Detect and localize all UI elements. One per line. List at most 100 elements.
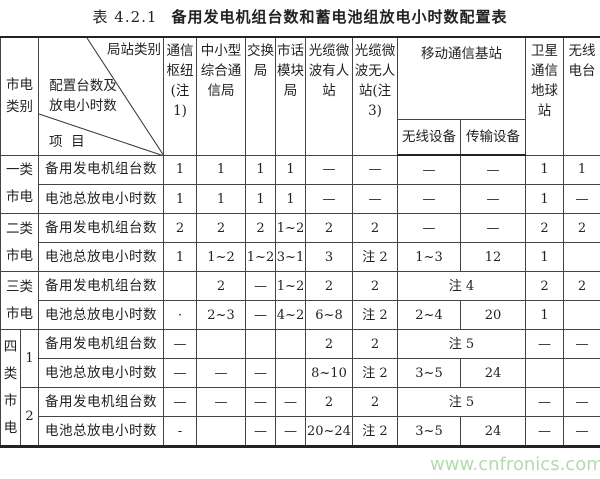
- table-cell: —: [397, 154, 461, 185]
- header-category: 市电类别: [0, 36, 39, 156]
- table-cell: 3: [305, 242, 353, 272]
- col-header-satellite: 卫星通信地球站: [525, 36, 564, 156]
- table-cell: 2: [305, 271, 353, 301]
- col-header-radio: 无线电台: [563, 36, 600, 156]
- col-header-hub: 通信枢纽(注1): [163, 36, 197, 156]
- table-title-text: 备用发电机组台数和蓄电池组放电小时数配置表: [171, 8, 508, 26]
- table-cell: —: [352, 154, 398, 185]
- table-cell: 2: [163, 213, 197, 243]
- table-cell: —: [245, 387, 276, 417]
- table-cell: 注 4: [397, 271, 526, 301]
- diagonal-header: 局站类别 配置台数及放电小时数 项 目: [38, 36, 164, 156]
- table-cell: —: [163, 387, 197, 417]
- table-cell: 12: [460, 242, 526, 272]
- item-label: 备用发电机组台数: [38, 387, 164, 417]
- table-row: 电池总放电小时数 1 1 1 1— — — —1—: [1, 184, 600, 214]
- table-cell: 3~1: [275, 242, 306, 272]
- item-label: 电池总放电小时数: [38, 416, 164, 447]
- table-cell: [196, 329, 246, 359]
- table-cell: [275, 329, 306, 359]
- col-header-manned: 光缆微波有人站: [305, 36, 353, 156]
- table-cell: 6~8: [305, 300, 353, 330]
- table-row: 电池总放电小时数 · 2~3—4~2 6~8 注 2 2~4 20 1: [1, 300, 600, 330]
- table-cell: 注 2: [352, 300, 398, 330]
- table-cell: 8~10: [305, 358, 353, 388]
- table-cell: 1: [525, 242, 564, 272]
- item-label: 备用发电机组台数: [38, 213, 164, 243]
- table-cell: 2: [305, 213, 353, 243]
- table-cell: 2: [352, 329, 398, 359]
- table-row: 电池总放电小时数 - — —20~24 注 2 3~5 24— —: [1, 416, 600, 447]
- diagonal-lines: [39, 38, 163, 154]
- category-cell: 一类市电: [0, 154, 39, 214]
- table-cell: 2: [245, 213, 276, 243]
- table-cell: 1: [275, 184, 306, 214]
- item-label: 备用发电机组台数: [38, 329, 164, 359]
- category-cell: 二类市电: [0, 213, 39, 272]
- table-cell: —: [196, 358, 246, 388]
- subcategory-label: 1: [20, 329, 39, 388]
- table-row: 电池总放电小时数 1 1~2 1~2 3~1 3 注 2 1~3 12 1: [1, 242, 600, 272]
- table-cell: —: [397, 213, 461, 243]
- col-header-mobile: 移动通信基站: [397, 36, 526, 120]
- category-label: 三类市电: [6, 278, 33, 322]
- table-cell: 1: [275, 154, 306, 185]
- table-cell: 注 2: [352, 242, 398, 272]
- table-cell: —: [460, 154, 526, 185]
- item-label: 电池总放电小时数: [38, 184, 164, 214]
- table-cell: —: [305, 154, 353, 185]
- category-label: 一类市电: [6, 162, 33, 206]
- table-cell: —: [525, 329, 564, 359]
- item-label: 电池总放电小时数: [38, 358, 164, 388]
- table-cell: —: [352, 184, 398, 214]
- table-number: 表 4.2.1: [92, 8, 158, 26]
- table-row: 四类市电 1 备用发电机组台数 —2 2 注 5— —: [0, 329, 600, 447]
- table-cell: —: [397, 184, 461, 214]
- table-cell: 20: [460, 300, 526, 330]
- table-cell: —: [563, 184, 600, 214]
- table-cell: 注 5: [397, 329, 526, 359]
- table-cell: 24: [460, 358, 526, 388]
- table-cell: 2: [305, 387, 353, 417]
- table-cell: 1: [163, 242, 197, 272]
- table-cell: 1~2: [275, 213, 306, 243]
- config-table: 市电类别 局站类别 配置台数及放电小时数 项 目 通信枢纽(注1) 中小型综合通…: [0, 36, 600, 448]
- item-label: 备用发电机组台数: [38, 154, 164, 185]
- table-cell: [563, 242, 600, 272]
- table-cell: —: [245, 271, 276, 301]
- table-cell: 2: [352, 213, 398, 243]
- table-cell: —: [275, 416, 306, 447]
- category-label: 四类市电: [3, 338, 18, 436]
- table-cell: —: [245, 416, 276, 447]
- table-cell: 24: [460, 416, 526, 447]
- table-cell: [563, 300, 600, 330]
- col-header-transmission: 传输设备: [460, 118, 526, 156]
- category-label: 二类市电: [6, 220, 33, 264]
- diag-bottom-label: 项 目: [49, 134, 85, 150]
- table-cell: 注 5: [397, 387, 526, 417]
- table-cell: —: [245, 358, 276, 388]
- table-cell: —: [196, 387, 246, 417]
- subcategory-label: 2: [20, 387, 39, 447]
- table-cell: 2: [352, 271, 398, 301]
- table-cell: 注 2: [352, 358, 398, 388]
- table-cell: —: [163, 358, 197, 388]
- table-cell: 1: [525, 300, 564, 330]
- item-label: 电池总放电小时数: [38, 300, 164, 330]
- table-cell: —: [163, 329, 197, 359]
- table-cell: 1: [163, 184, 197, 214]
- table-cell: —: [525, 387, 564, 417]
- table-cell: [196, 416, 246, 447]
- col-header-small-office: 中小型综合通信局: [196, 36, 246, 156]
- table-cell: 1~3: [397, 242, 461, 272]
- table-cell: 1: [525, 184, 564, 214]
- table-cell: [163, 271, 197, 301]
- item-label: 电池总放电小时数: [38, 242, 164, 272]
- table-cell: 4~2: [275, 300, 306, 330]
- table-cell: 2: [525, 213, 564, 243]
- table-row: 2 备用发电机组台数 — — — —2 2 注 5— —: [1, 387, 600, 447]
- diag-mid-label: 配置台数及放电小时数: [49, 78, 117, 114]
- table-cell: —: [305, 184, 353, 214]
- table-title: 表 4.2.1 备用发电机组台数和蓄电池组放电小时数配置表: [0, 6, 600, 27]
- table-cell: [525, 358, 564, 388]
